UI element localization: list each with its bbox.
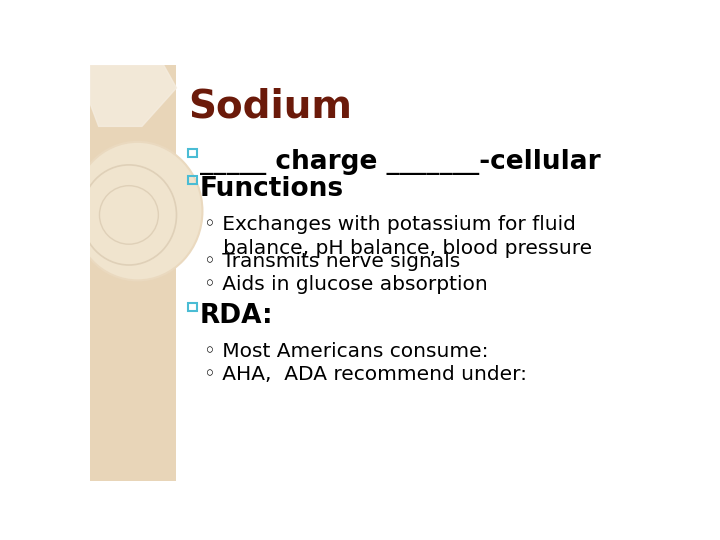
Ellipse shape: [73, 142, 202, 280]
Text: ◦ Aids in glucose absorption: ◦ Aids in glucose absorption: [204, 275, 487, 294]
Text: Functions: Functions: [199, 176, 344, 201]
Text: Sodium: Sodium: [188, 88, 352, 126]
Text: _____ charge _______-cellular: _____ charge _______-cellular: [199, 148, 600, 175]
Text: ◦ Exchanges with potassium for fluid
   balance, pH balance, blood pressure: ◦ Exchanges with potassium for fluid bal…: [204, 215, 592, 258]
Text: ◦ Transmits nerve signals: ◦ Transmits nerve signals: [204, 252, 460, 271]
Text: RDA:: RDA:: [199, 303, 274, 329]
Polygon shape: [90, 65, 176, 126]
Text: ◦ AHA,  ADA recommend under:: ◦ AHA, ADA recommend under:: [204, 365, 526, 384]
Text: ◦ Most Americans consume:: ◦ Most Americans consume:: [204, 342, 488, 361]
Bar: [90, 65, 176, 481]
